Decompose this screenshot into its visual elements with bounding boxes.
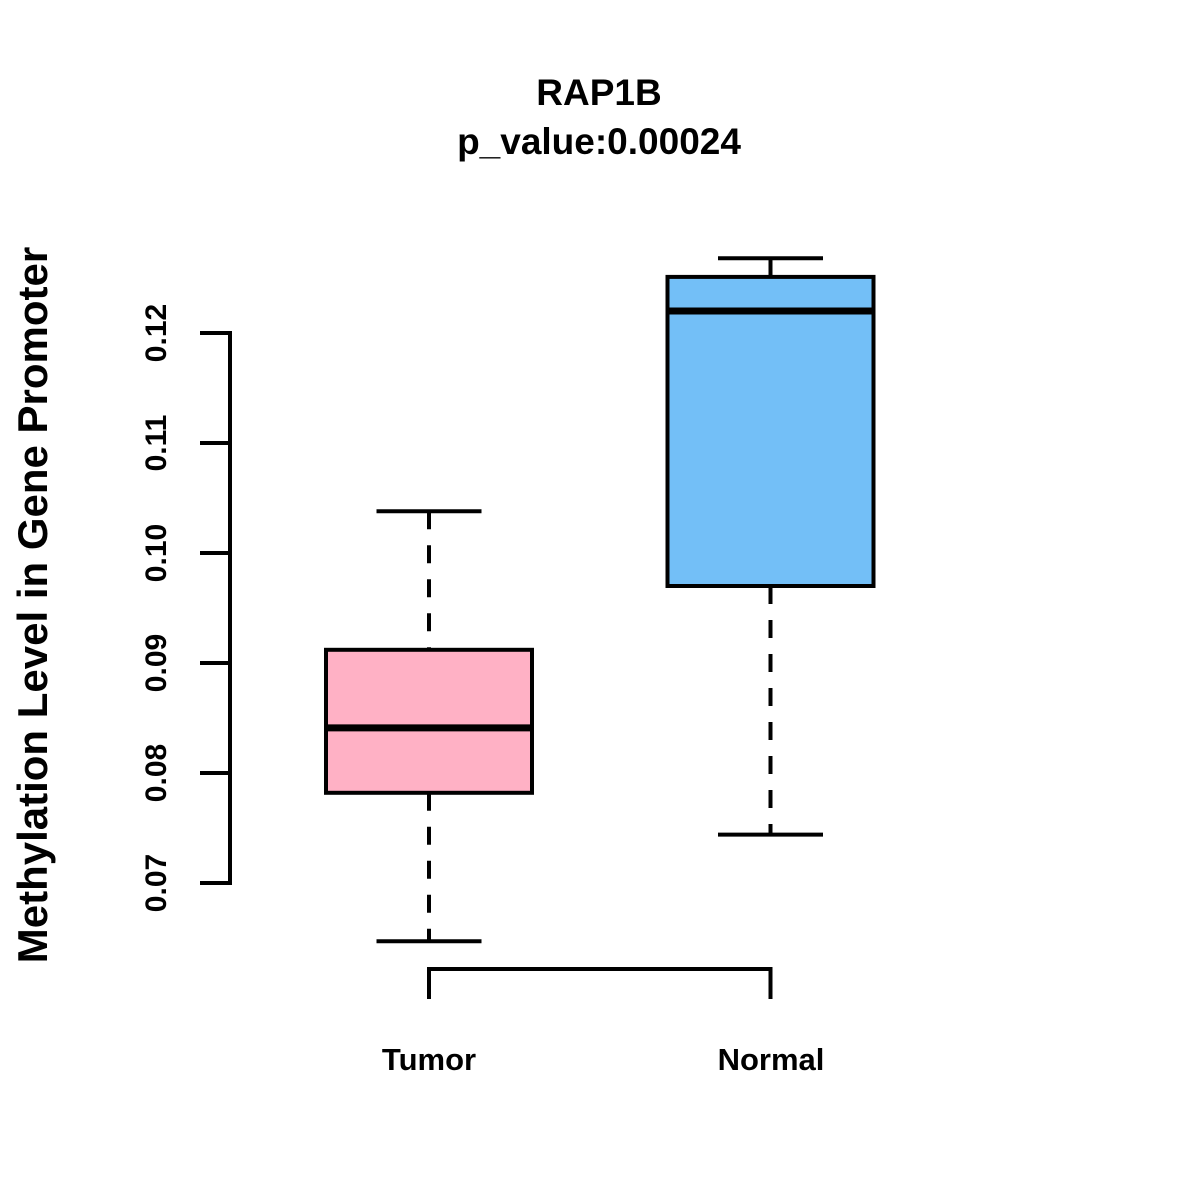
y-tick-label: 0.08: [140, 744, 173, 802]
y-tick-label: 0.11: [140, 415, 173, 472]
chart-subtitle-pvalue: p_value:0.00024: [457, 121, 741, 162]
chart-title-block: RAP1B p_value:0.00024: [299, 68, 899, 166]
tumor-box: [324, 647, 534, 795]
x-axis-line: [427, 967, 773, 999]
y-tick-label: 0.09: [140, 634, 173, 692]
x-tick-label-normal: Normal: [717, 1042, 825, 1077]
chart-title: RAP1B: [536, 72, 662, 113]
normal-box: [665, 274, 876, 588]
x-tick-label-tumor: Tumor: [381, 1042, 477, 1077]
y-tick-label: 0.10: [140, 524, 173, 582]
y-tick-label: 0.07: [140, 854, 173, 912]
y-tick-label: 0.12: [140, 304, 173, 362]
